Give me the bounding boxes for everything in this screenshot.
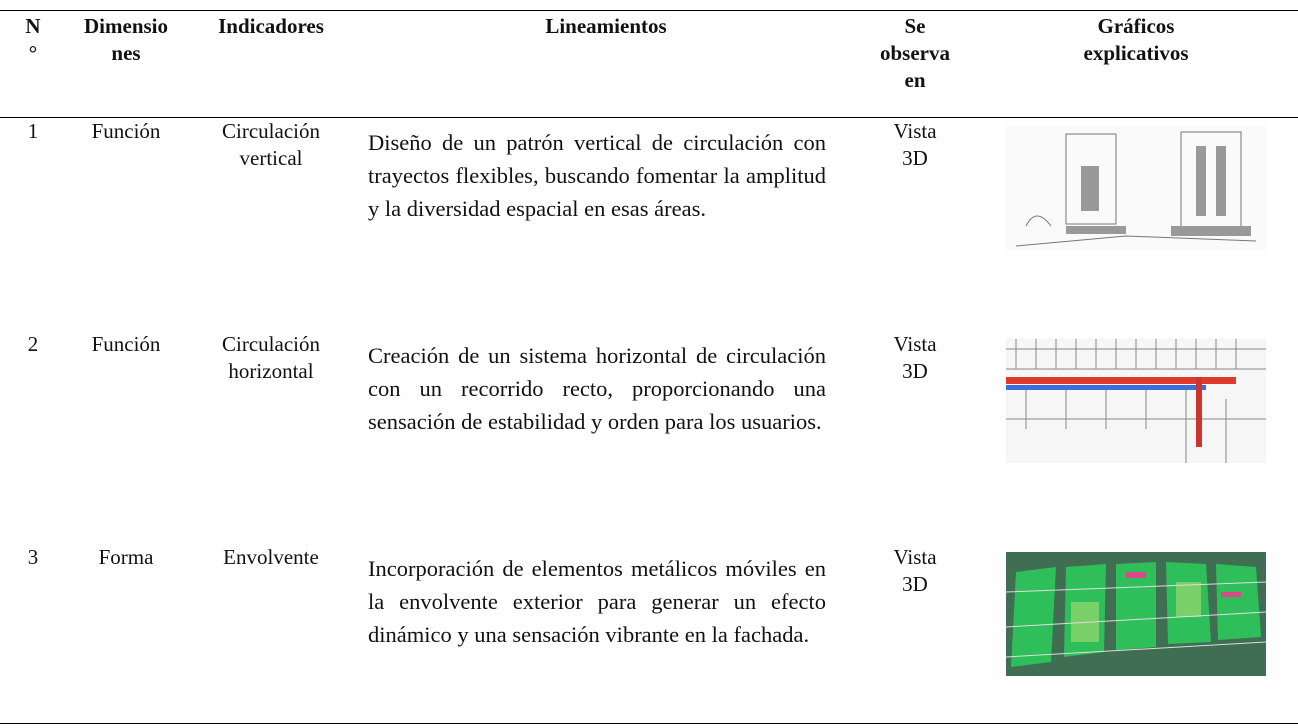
table-row: 1 Función Circulación vertical Diseño de un… xyxy=(0,118,1298,331)
header-cell: Se observa en xyxy=(880,14,950,92)
table-cell: Vista 3D xyxy=(856,118,974,331)
dimension: Función xyxy=(91,331,161,356)
row-number: 1 xyxy=(27,119,39,143)
guideline: Creación de un sistema horizontal de cir… xyxy=(368,342,826,434)
table-cell: Circulación horizontal xyxy=(186,331,356,544)
graphic-plan xyxy=(1006,338,1266,463)
observed-in: Vista 3D xyxy=(893,331,937,383)
dimension: Función xyxy=(91,119,161,143)
indicator: Circulación horizontal xyxy=(222,331,320,383)
graphic-sketch xyxy=(1006,126,1266,250)
header-row: N° Dimensiones Indicadores Lineamientos … xyxy=(0,10,1298,118)
table-cell: Circulación vertical xyxy=(186,118,356,331)
graphic-facade xyxy=(1005,551,1267,676)
header-cell: N° xyxy=(25,14,41,65)
table-cell: Vista 3D xyxy=(856,331,974,544)
graphic-cell xyxy=(974,118,1298,331)
header-cell: Gráficos explicativos xyxy=(1083,14,1189,65)
guideline: Incorporación de elementos metálicos móv… xyxy=(368,555,826,647)
header-cell: Indicadores xyxy=(218,14,324,38)
header-cell: Lineamientos xyxy=(545,14,667,38)
table-cell: Vista 3D xyxy=(856,544,974,724)
observed-in: Vista 3D xyxy=(893,119,937,170)
observed-in: Vista 3D xyxy=(893,544,937,596)
row-number: 2 xyxy=(27,331,39,356)
table-cell: Envolvente xyxy=(186,544,356,724)
graphic-cell xyxy=(974,331,1298,544)
row-number: 3 xyxy=(27,544,39,569)
guideline: Diseño de un patrón vertical de circulac… xyxy=(368,130,826,221)
header-cell: Dimensiones xyxy=(84,14,168,65)
graphic-cell xyxy=(974,544,1298,724)
table-row: 3 Forma Envolvente Incorporación de element… xyxy=(0,544,1298,724)
dimension: Forma xyxy=(98,544,154,569)
criteria-table: N° Dimensiones Indicadores Lineamientos … xyxy=(0,10,1298,724)
table-row: 2 Función Circulación horizontal Creación d… xyxy=(0,331,1298,544)
indicator: Circulación vertical xyxy=(222,119,320,170)
indicator: Envolvente xyxy=(223,544,319,569)
